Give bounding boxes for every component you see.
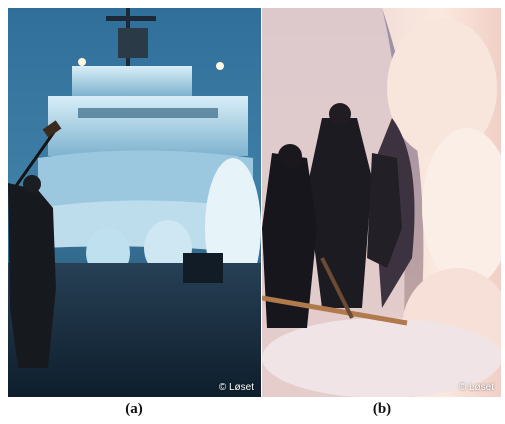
- iced-ship-photo: [8, 8, 261, 397]
- photo-credit: © Løset: [218, 382, 254, 393]
- photo-panel-a: © Løset: [8, 8, 261, 397]
- caption-a: (a): [125, 401, 143, 417]
- photo-panel-b: © Løset: [262, 8, 501, 397]
- photo-credit: © Løset: [458, 382, 494, 393]
- ice-chipping-photo: [262, 8, 501, 397]
- caption-b: (b): [372, 401, 392, 417]
